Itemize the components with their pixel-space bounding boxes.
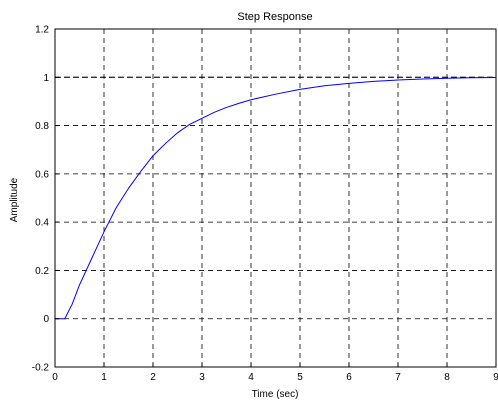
x-tick-label: 9 — [493, 372, 498, 383]
x-axis-label: Time (sec) — [252, 389, 299, 400]
y-tick-label: 0 — [43, 314, 49, 325]
y-tick-label: 0.8 — [35, 121, 49, 132]
x-tick-label: 7 — [395, 372, 401, 383]
y-tick-label: 0.2 — [35, 266, 49, 277]
x-tick-label: 2 — [150, 372, 156, 383]
series-line — [55, 77, 497, 320]
y-tick-label: -0.2 — [32, 363, 50, 374]
x-tick-label: 0 — [52, 372, 58, 383]
chart-title: Step Response — [237, 11, 312, 23]
y-tick-label: 1.2 — [35, 25, 49, 36]
y-tick-label: 0.6 — [35, 169, 49, 180]
x-tick-label: 8 — [444, 372, 450, 383]
y-axis-label: Amplitude — [9, 177, 20, 222]
x-tick-label: 1 — [101, 372, 107, 383]
x-axis-ticks: 0 1 2 3 4 5 6 7 8 9 — [52, 363, 498, 383]
x-tick-label: 6 — [346, 372, 352, 383]
series-group — [55, 77, 497, 320]
x-tick-label: 3 — [199, 372, 205, 383]
x-tick-label: 5 — [297, 372, 303, 383]
y-tick-label: 0.4 — [35, 218, 49, 229]
plot-area-frame — [54, 28, 497, 368]
y-axis-ticks: -0.2 0 0.2 0.4 0.6 0.8 1 1.2 — [32, 25, 59, 374]
y-tick-label: 1 — [43, 73, 49, 84]
x-tick-label: 4 — [248, 372, 254, 383]
